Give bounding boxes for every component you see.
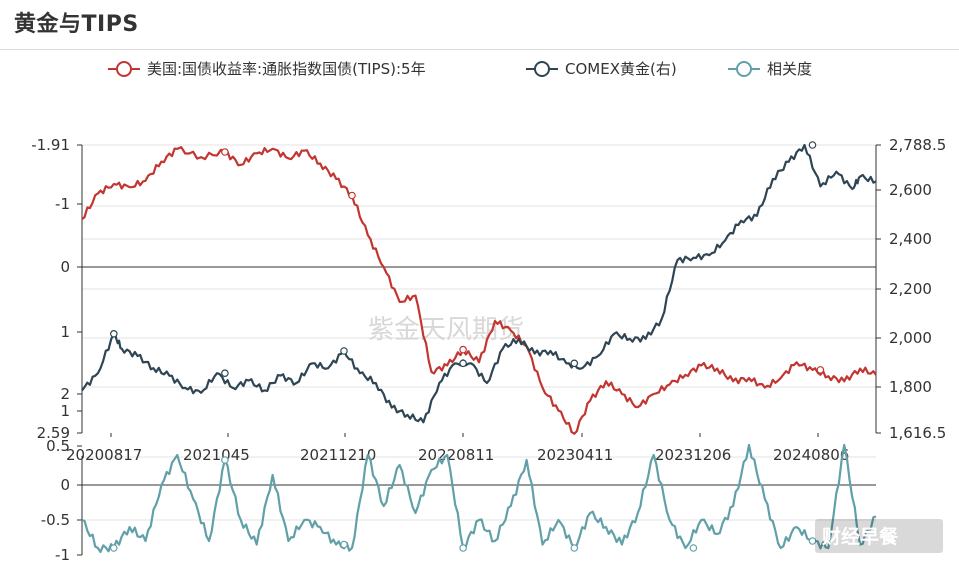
axes [81,145,877,555]
series-marker [816,366,825,374]
series-marker [570,359,579,368]
series-marker [459,359,467,368]
corner-tag: 财经早餐 [815,519,943,553]
legend-label-correlation: 相关度 [767,60,812,78]
series-line-tips [81,146,877,435]
corner-tag-bg [815,519,943,553]
right-axis-tick-label: 2,400 [889,230,932,248]
left-axis-tick-label: 2 [60,385,70,403]
series-marker [340,540,348,549]
x-axis-ticks: 20200817 2021045 20211210 20220811 20230411 2… [66,433,849,464]
series-marker [221,148,229,156]
series-line-correlation [81,443,877,554]
legend-label-tips: 美国:国债收益率:通胀指数国债(TIPS):5年 [147,60,426,78]
legend-item-tips[interactable]: 美国:国债收益率:通胀指数国债(TIPS):5年 [108,60,426,78]
title-divider [0,49,959,50]
legend-item-gold[interactable]: COMEX黄金(右) [526,60,677,78]
right-axis-tick-label: 1,800 [889,378,932,396]
legend-marker-correlation [736,61,752,77]
x-axis-tick-label: 20211210 [300,446,376,464]
left-axis-tick-label: 1 [60,323,70,341]
x-axis-tick-label: 20230411 [537,446,613,464]
left-axis-tick-label: 0 [60,258,70,276]
left-axis-tick-label: -1.91 [31,136,70,154]
x-axis-tick-label: 20200817 [66,446,142,464]
right-axis-tick-label: 1,616.5 [889,424,946,442]
correlation-axis-tick-label: -0.5 [41,511,70,529]
right-axis-ticks: 2,788.5 2,600 2,400 2,200 2,000 1,800 1,616.5 [876,136,946,442]
watermark: 紫金天风期货 [368,315,524,345]
right-axis-tick-label: 2,000 [889,329,932,347]
series-marker [689,544,698,552]
correlation-axis-tick-label: 0 [60,476,70,494]
left-axis-tick-label: -1 [55,195,70,213]
correlation-axis-tick-label: 0.5 [46,437,70,455]
legend-label-gold: COMEX黄金(右) [565,60,677,78]
series-marker [459,345,467,354]
series-marker [221,369,229,378]
right-axis-tick-label: 2,788.5 [889,136,946,154]
x-axis-tick-label: 20240806 [773,446,849,464]
series-marker [348,191,356,200]
legend-marker-gold [534,61,550,77]
right-axis-tick-label: 2,600 [889,181,932,199]
series-marker [340,347,348,355]
series-marker [570,544,579,552]
page-title: 黄金与TIPS [14,12,139,37]
series-marker [459,544,467,552]
correlation-axis-ticks: 1 0.5 0 -0.5 -1 [41,402,82,564]
corner-tag-label: 财经早餐 [822,525,899,548]
series-marker [110,329,118,338]
series-marker [808,537,817,545]
series-marker [221,456,229,464]
x-axis-tick-label: 2021045 [183,446,250,464]
series-markers [110,141,825,552]
series-marker [808,141,817,149]
left-axis-tick-label: 2.59 [37,424,70,442]
legend: 美国:国债收益率:通胀指数国债(TIPS):5年 COMEX黄金(右) 相关度 [108,60,812,78]
series-line-gold [81,143,877,424]
correlation-axis-tick-label: -1 [55,546,70,564]
legend-item-correlation[interactable]: 相关度 [728,60,812,78]
series-marker [110,544,118,552]
x-axis-tick-label: 20220811 [418,446,494,464]
x-axis-tick-label: 20231206 [655,446,731,464]
correlation-axis-tick-label: 1 [60,402,70,420]
legend-marker-tips [116,61,132,77]
right-axis-tick-label: 2,200 [889,280,932,298]
